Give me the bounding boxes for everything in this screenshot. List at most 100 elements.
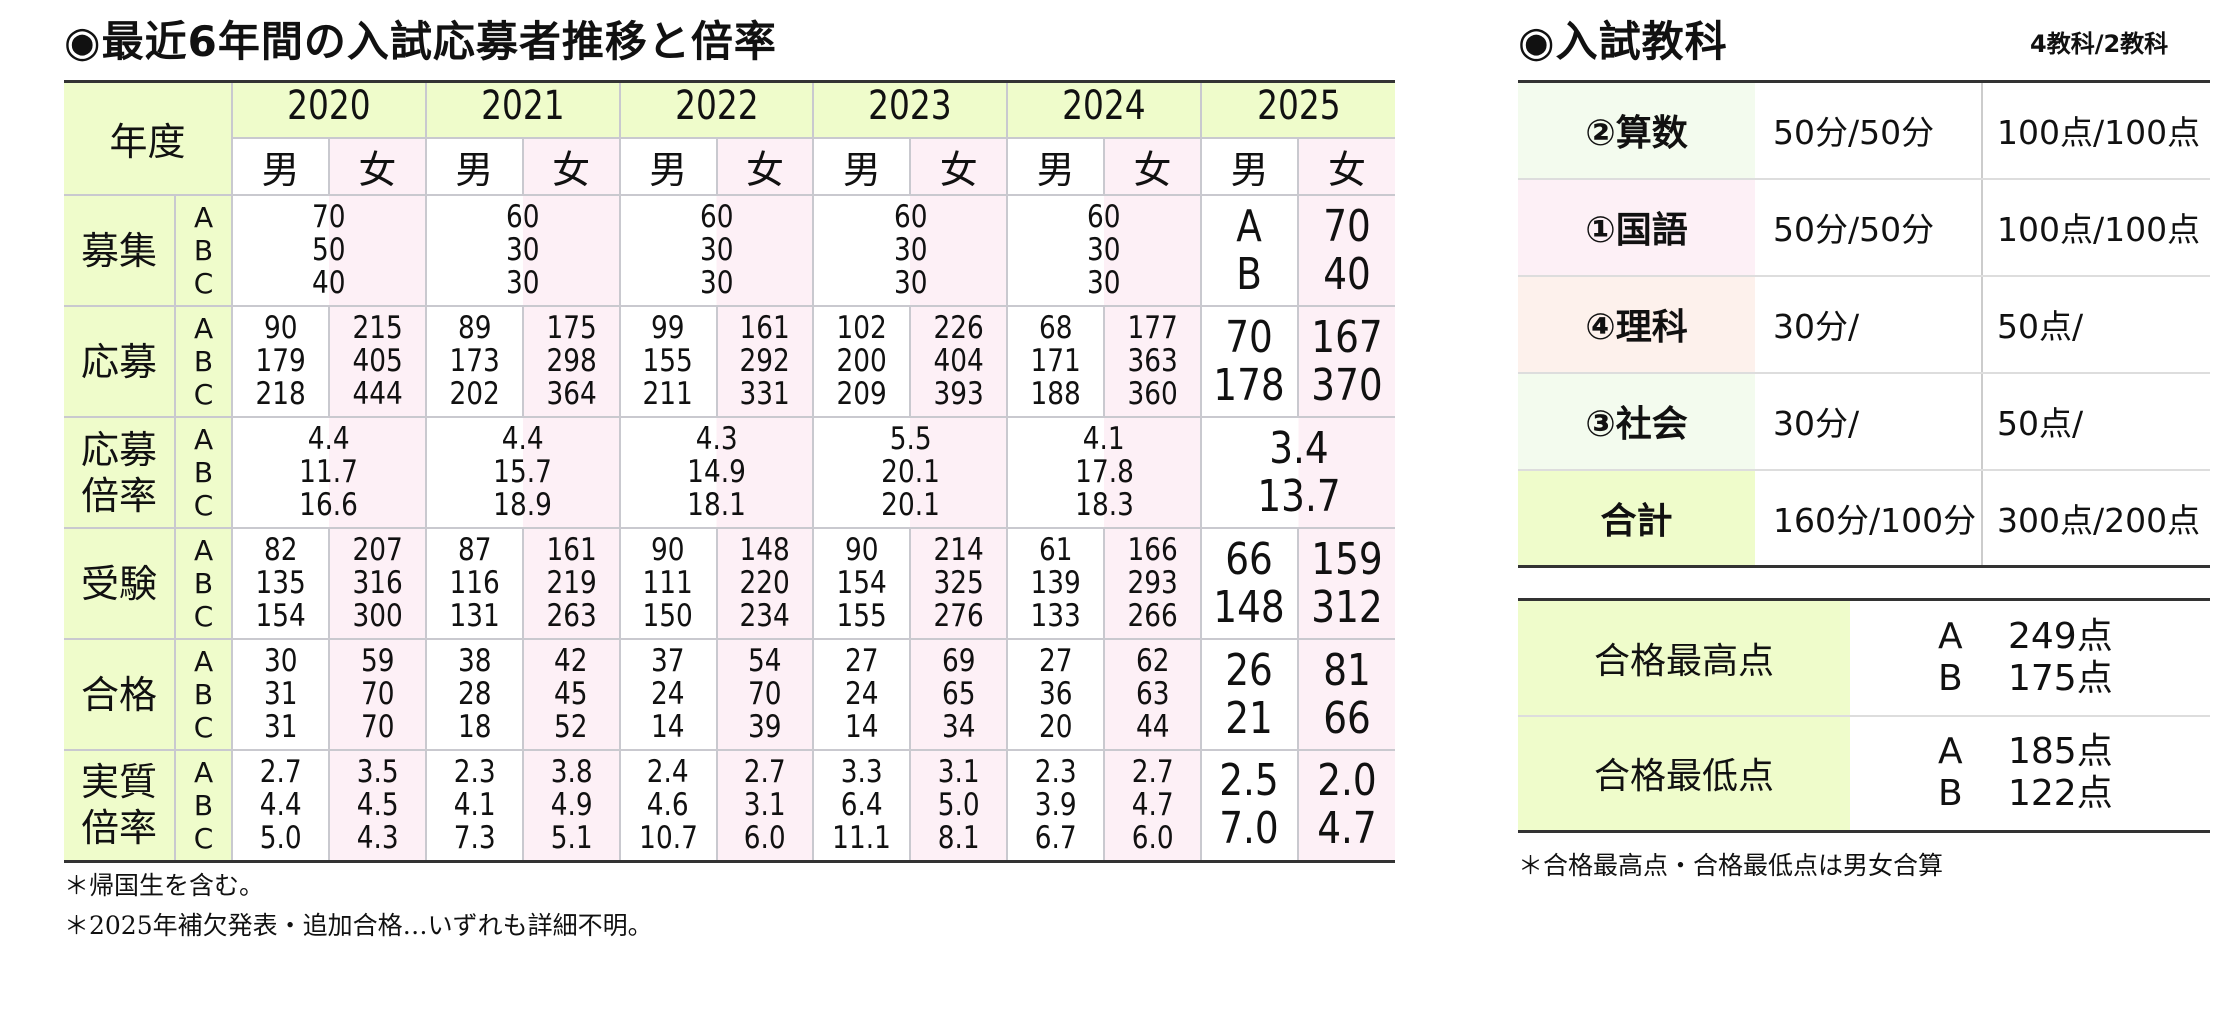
subjects-table: ②算数 50分/50分 100点/100点 ①国語 50分/50分 100点/100点 ④理… <box>1518 80 2210 568</box>
value: 20.1 <box>880 487 940 523</box>
value: 263 <box>546 598 597 634</box>
value: 66 <box>1225 533 1274 585</box>
value: 154 <box>255 598 306 634</box>
course-letter: C <box>193 267 214 300</box>
value: 111 <box>642 565 694 601</box>
subject-name: ①国語 <box>1518 178 1755 277</box>
female-header: 女 <box>1103 137 1203 196</box>
value: 4.3 <box>695 421 738 457</box>
year-cell: 2023 <box>812 81 1009 139</box>
value: 70 <box>1323 200 1371 252</box>
value: 63 <box>1135 676 1170 712</box>
course-letter: A <box>193 423 214 456</box>
merged-cell: 4.3 14.9 18.1 <box>618 416 815 529</box>
value: 214 <box>933 532 984 568</box>
value: 69 <box>941 643 976 679</box>
female-cell: 159 312 <box>1296 527 1395 640</box>
passing-label: 合格最高点 <box>1518 599 1850 717</box>
subject-score: 100点/100点 <box>1982 178 2210 277</box>
course-letter: B <box>1938 657 1963 699</box>
value: 293 <box>1127 565 1178 601</box>
course-letter: A <box>193 645 214 678</box>
female-cell: 2.7 4.7 6.0 <box>1103 749 1203 861</box>
value: 31 <box>263 676 298 712</box>
table-row: 応募 A B C 90 179 218 215 405 444 89 173 202 175 298 364 9… <box>64 305 1395 418</box>
value: 360 <box>1127 376 1178 412</box>
value: 90 <box>845 532 879 568</box>
value: 7.0 <box>1219 803 1280 855</box>
value: 135 <box>255 565 306 601</box>
value: 8.1 <box>937 819 980 856</box>
female-cell: 215 405 444 <box>327 305 427 418</box>
value: 2.0 <box>1317 755 1377 807</box>
female-cell: 70 40 <box>1296 194 1395 307</box>
value: 70 <box>360 709 395 745</box>
female-cell: 69 65 34 <box>909 638 1009 751</box>
female-cell: 166 293 266 <box>1103 527 1203 640</box>
value: 188 <box>1030 376 1081 412</box>
value: 148 <box>1213 581 1286 633</box>
value: 40 <box>1323 248 1371 300</box>
merged-cell: 5.5 20.1 20.1 <box>812 416 1009 529</box>
value: 219 <box>546 565 597 601</box>
year-cell: 2025 <box>1200 81 1395 139</box>
value: 2.7 <box>259 753 302 790</box>
value: 18.3 <box>1074 487 1134 523</box>
value: 59 <box>360 643 395 679</box>
value: 30 <box>505 265 540 301</box>
merged-cell: 70 50 40 <box>231 194 427 307</box>
female-cell: 3.5 4.5 4.3 <box>327 749 427 861</box>
value: 50 <box>312 232 346 268</box>
value: 66 <box>1323 692 1371 744</box>
value: 30 <box>1087 232 1121 268</box>
male-header: 男 <box>618 137 718 196</box>
value: 4.5 <box>356 786 399 823</box>
male-cell: 66 148 <box>1200 527 1299 640</box>
subject-name: ③社会 <box>1518 372 1755 471</box>
value: 39 <box>748 709 782 745</box>
value: 44 <box>1135 709 1170 745</box>
male-header: 男 <box>1200 137 1299 196</box>
value: 60 <box>699 199 734 235</box>
course-letter: A <box>193 201 214 234</box>
value: 15.7 <box>493 454 553 490</box>
value: 316 <box>352 565 403 601</box>
course-letter: C <box>193 489 214 522</box>
female-cell: 207 316 300 <box>327 527 427 640</box>
female-cell: 177 363 360 <box>1103 305 1203 418</box>
value: 54 <box>748 643 782 679</box>
year-label: 2020 <box>287 83 371 129</box>
value: 4.4 <box>501 421 544 457</box>
year-label: 2025 <box>1256 83 1341 129</box>
value: 220 <box>739 565 791 601</box>
value: 150 <box>642 598 694 634</box>
female-cell: 81 66 <box>1296 638 1395 751</box>
male-cell: 90 111 150 <box>618 527 718 640</box>
passing-row: 合格最低点 A 185点 B 122点 <box>1518 715 2210 832</box>
value: 10.7 <box>638 819 698 856</box>
value: 4.9 <box>550 786 593 823</box>
value: 34 <box>941 709 976 745</box>
table-row: 募集 A B C 70 50 40 60 30 30 60 30 30 60 30 30 60 30 30 A B 70 4… <box>64 194 1395 307</box>
course-letter: B <box>193 234 214 267</box>
male-cell: 37 24 14 <box>618 638 718 751</box>
merged-cell: 4.4 11.7 16.6 <box>231 416 427 529</box>
value: 11.1 <box>832 819 892 856</box>
merged-cell: 60 30 30 <box>1006 194 1203 307</box>
value: 363 <box>1127 343 1178 379</box>
value: 4.7 <box>1317 803 1377 855</box>
value: 139 <box>1030 565 1081 601</box>
value: 148 <box>739 532 791 568</box>
row-label-line: 応募 <box>81 427 158 472</box>
male-cell: 87 116 131 <box>424 527 524 640</box>
female-cell: 3.8 4.9 5.1 <box>521 749 621 861</box>
value: 65 <box>941 676 976 712</box>
female-cell: 167 370 <box>1296 305 1395 418</box>
male-header: 男 <box>424 137 524 196</box>
value: 30 <box>699 265 734 301</box>
value: 18.9 <box>493 487 553 523</box>
subject-row: ④理科 30分/50点/ <box>1518 275 2210 374</box>
subject-time: 50分/50分 <box>1755 178 1983 277</box>
value: 300 <box>352 598 403 634</box>
